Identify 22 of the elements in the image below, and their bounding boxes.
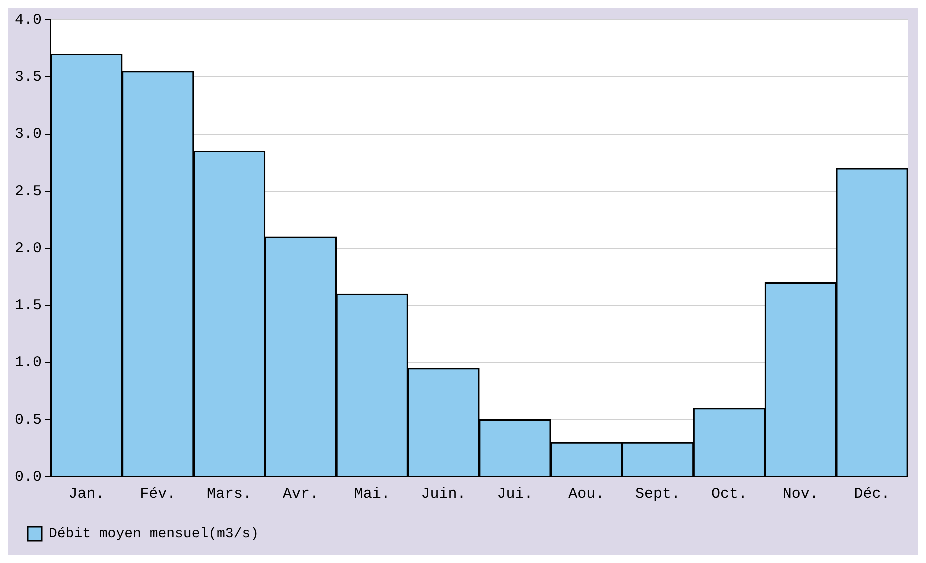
- x-tick-label: Mai.: [354, 486, 390, 503]
- x-tick-label: Fév.: [140, 486, 176, 503]
- y-tick-label: 2.0: [14, 240, 42, 258]
- y-tick-label: 1.0: [14, 354, 42, 372]
- x-tick-label: Nov.: [782, 486, 819, 503]
- y-tick-label: 4.0: [14, 12, 42, 29]
- x-tick-label: Mars.: [207, 486, 252, 503]
- x-tick-label: Jan.: [68, 486, 105, 503]
- x-tick-label: Juin.: [421, 486, 466, 503]
- legend-label: Débit moyen mensuel(m3/s): [49, 526, 260, 543]
- x-tick-label: Aou.: [568, 486, 605, 503]
- x-tick-label: Oct.: [711, 486, 748, 503]
- x-tick-label: Déc.: [854, 486, 890, 503]
- x-tick-label: Avr.: [282, 486, 319, 503]
- x-tick-label: Jui.: [497, 486, 534, 503]
- y-tick-label: 1.5: [14, 298, 42, 315]
- y-tick-label: 3.0: [14, 126, 42, 144]
- y-tick-label: 2.5: [14, 183, 42, 200]
- y-tick-label: 3.5: [14, 69, 42, 86]
- y-tick-label: 0.0: [14, 468, 42, 486]
- y-tick-label: 0.5: [14, 412, 42, 429]
- x-tick-label: Sept.: [636, 486, 681, 503]
